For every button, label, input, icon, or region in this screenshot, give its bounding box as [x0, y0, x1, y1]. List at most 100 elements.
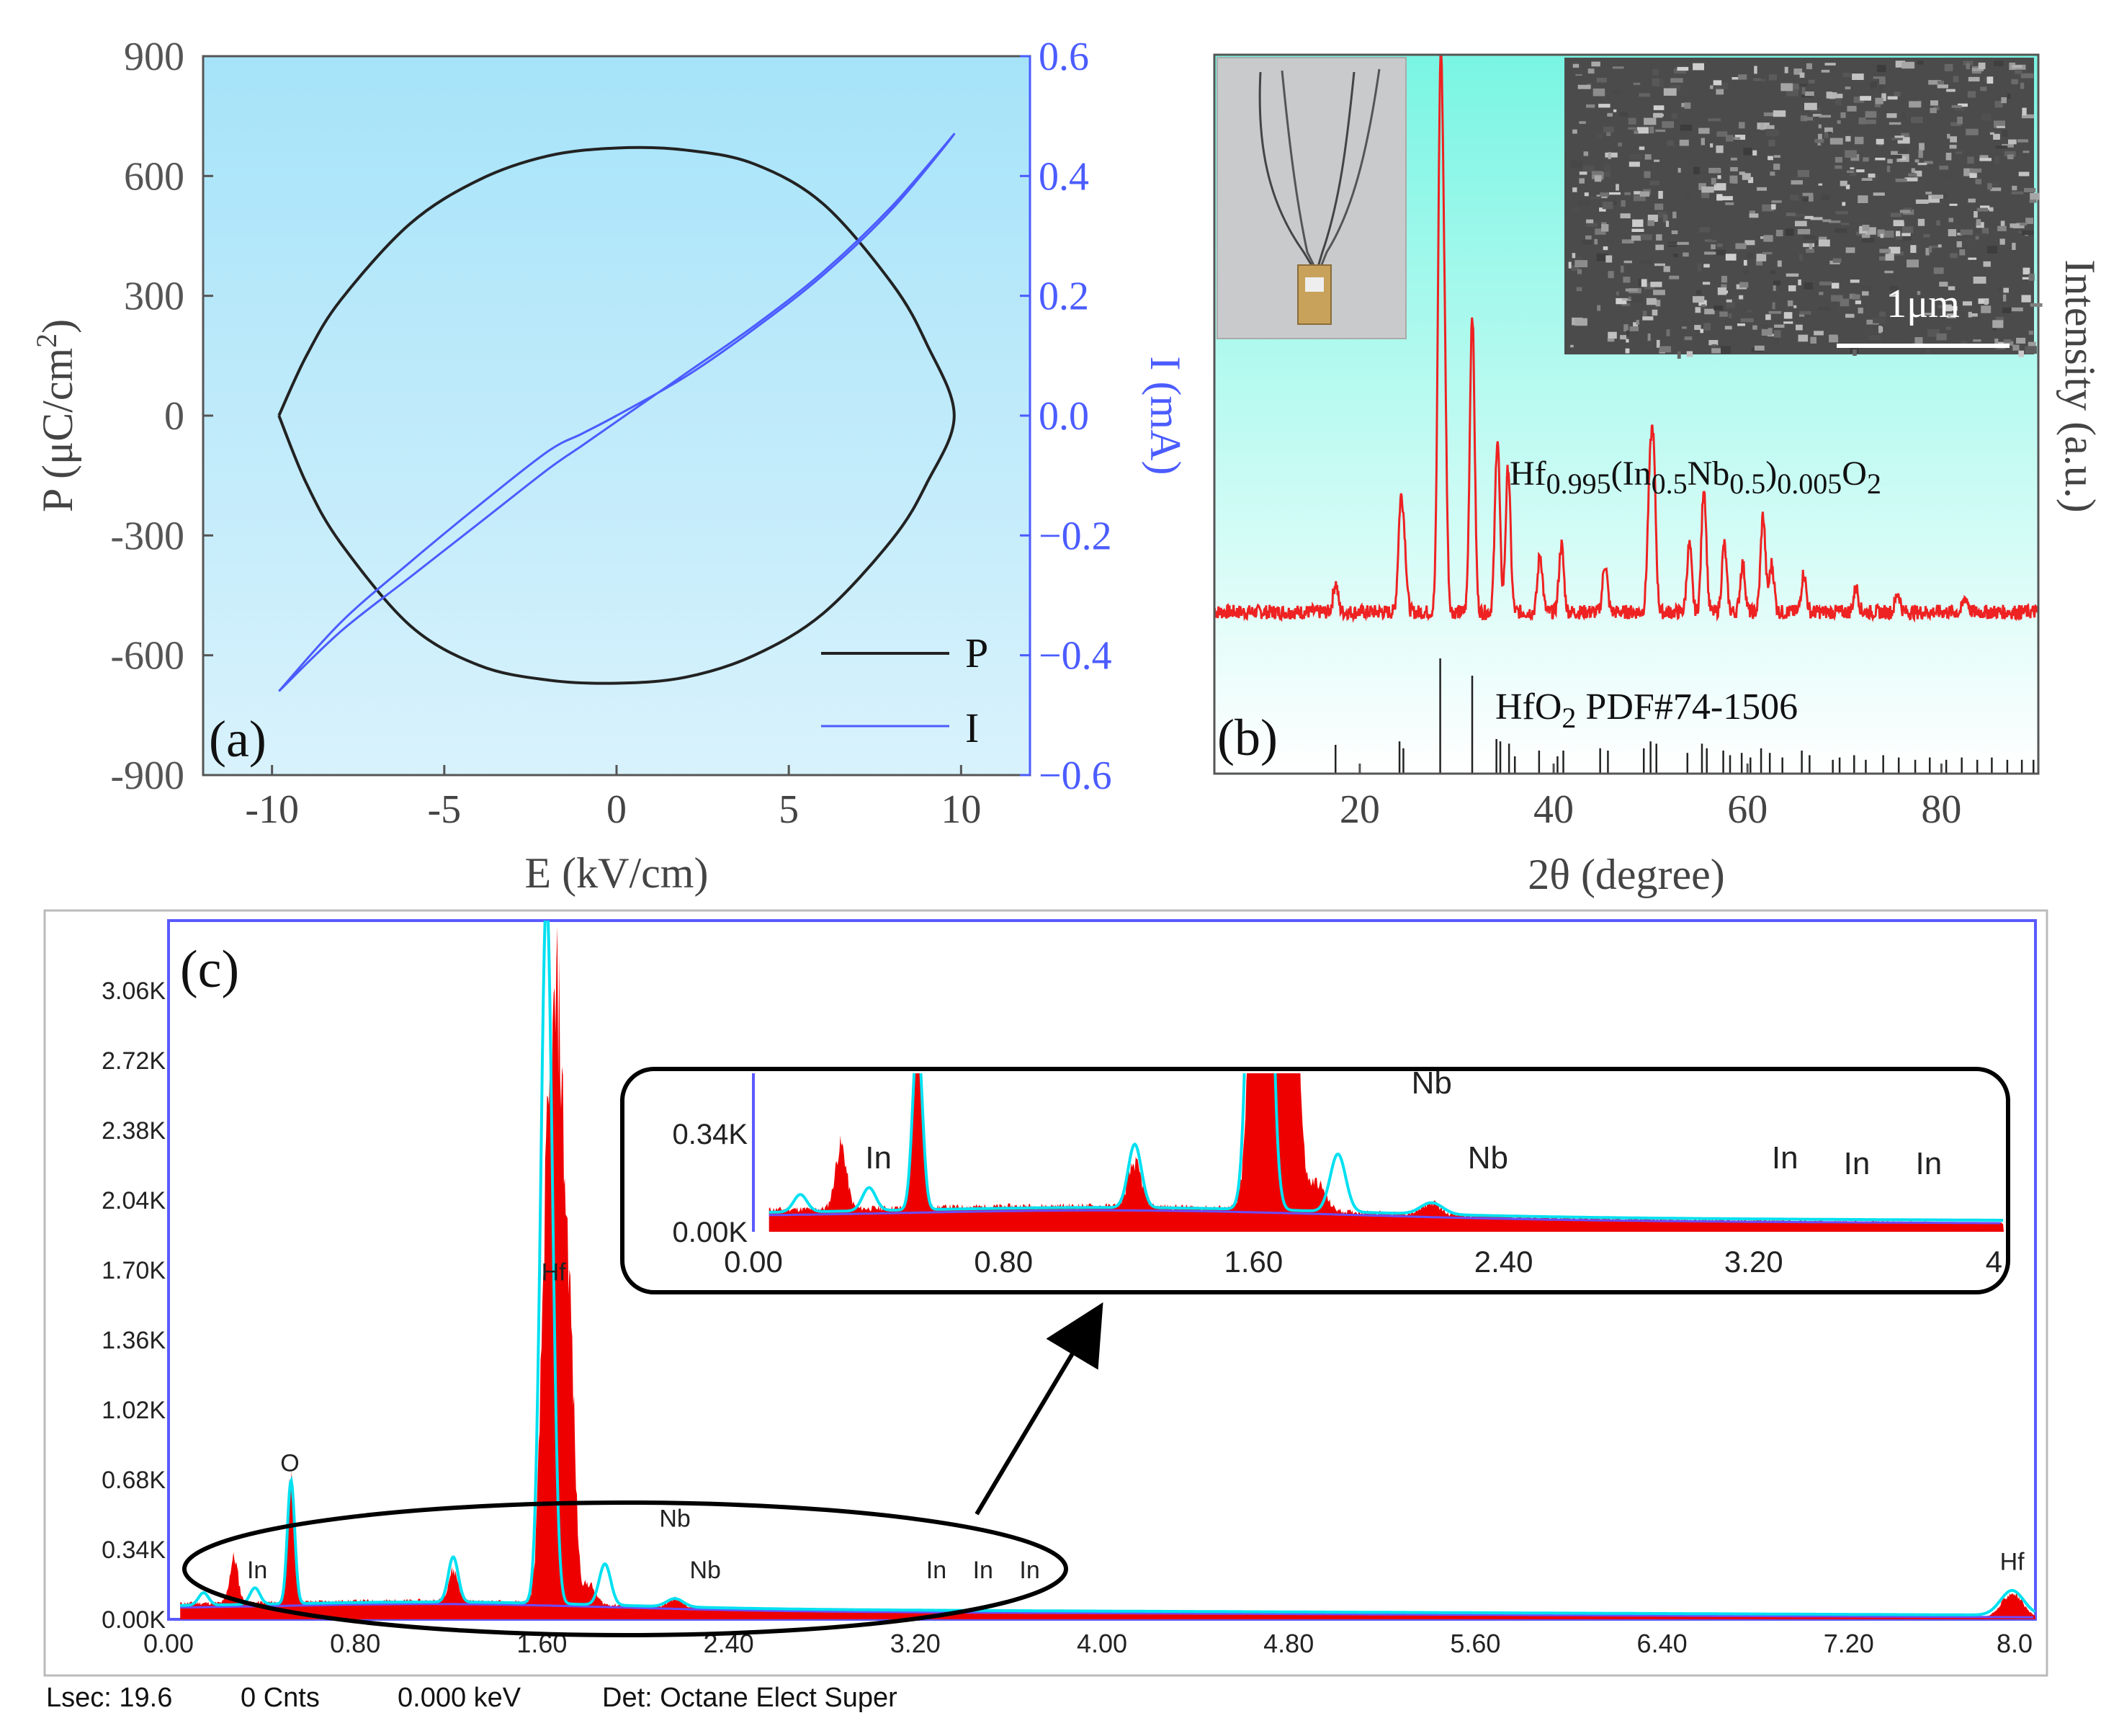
sem-grain — [2012, 243, 2016, 250]
sem-grain — [1827, 131, 1832, 135]
inset-x-tick-label: 0.00 — [724, 1245, 783, 1279]
sem-grain — [1729, 137, 1741, 140]
sem-grain — [1917, 61, 1924, 65]
sem-grain — [1818, 124, 1822, 129]
sem-grain — [2021, 114, 2035, 119]
sem-grain — [2020, 73, 2034, 79]
sem-grain — [1747, 253, 1754, 259]
sem-grain — [1799, 310, 1811, 315]
a-y-tick-label: 600 — [124, 154, 184, 199]
sem-grain — [1832, 258, 1842, 263]
sem-grain — [1721, 284, 1727, 289]
sem-grain — [1826, 91, 1832, 99]
sem-grain — [1819, 281, 1832, 286]
c-y-tick-label: 2.72K — [102, 1047, 166, 1075]
sem-grain — [1845, 184, 1850, 189]
sem-grain — [1646, 297, 1657, 305]
sem-grain — [1641, 279, 1647, 287]
sem-grain — [1744, 240, 1755, 246]
sem-grain — [1708, 118, 1721, 122]
sem-grain — [1917, 162, 1927, 166]
sem-grain — [1995, 316, 2004, 322]
panel-a-label: (a) — [209, 710, 266, 768]
sem-grain — [2000, 220, 2005, 228]
sem-grain — [1768, 140, 1775, 147]
sem-grain — [1649, 180, 1659, 186]
c-x-tick-label: 0.80 — [330, 1629, 380, 1658]
sem-grain — [1697, 264, 1702, 272]
sem-grain — [1748, 176, 1754, 184]
sem-grain — [1834, 156, 1842, 163]
sem-grain — [1896, 231, 1901, 236]
sem-grain — [1618, 142, 1623, 147]
sem-grain — [1891, 151, 1898, 158]
sem-grain — [1608, 331, 1617, 339]
sem-grain — [1983, 261, 1991, 267]
eds-fit-spectrum — [180, 921, 2035, 1616]
sem-grain — [1895, 178, 1907, 182]
sem-grain — [1840, 223, 1850, 225]
sem-grain — [1953, 76, 1959, 83]
sem-grain — [1775, 230, 1783, 237]
sem-grain — [1711, 348, 1721, 354]
sem-grain — [1901, 233, 1911, 236]
inset-peak-labels: In Nb Nb In In In — [865, 1065, 1942, 1181]
sem-grain — [1802, 192, 1814, 197]
sem-grain — [1793, 305, 1797, 308]
panel-c-x-ticks: 0.00 0.80 1.60 2.40 3.20 4.00 4.80 5.60 6.40 7.20… — [143, 1629, 2033, 1658]
sem-grain — [1704, 251, 1716, 255]
sem-grain — [1936, 334, 1947, 341]
sem-grain — [1901, 226, 1914, 233]
sem-grain — [1914, 170, 1922, 177]
sem-grain — [1993, 133, 2000, 140]
panel-b-ylabel: Intensity (a.u.) — [2056, 259, 2104, 513]
xrd-pattern — [1214, 55, 2038, 623]
c-x-tick-label: 8.0 — [1997, 1629, 2033, 1658]
sem-grain — [1584, 192, 1589, 197]
inset-x-tick-label: 0.80 — [974, 1245, 1033, 1279]
sem-grain — [1946, 313, 1956, 318]
sem-grain — [1711, 344, 1717, 347]
sem-grain — [1981, 305, 1992, 313]
sem-grain — [1842, 73, 1851, 78]
sem-grain — [1582, 165, 1595, 173]
sem-grain — [1818, 183, 1823, 186]
sem-grain — [1855, 169, 1865, 173]
sem-grain — [1925, 192, 1932, 194]
sem-grain — [1917, 291, 1921, 295]
sem-grain — [1799, 72, 1805, 78]
sem-grain — [1582, 239, 1592, 245]
sem-grain — [1684, 102, 1691, 109]
sem-grain — [1620, 213, 1631, 219]
sem-grain — [1895, 61, 1906, 68]
a-y-right-tick-label: 0.4 — [1039, 154, 1089, 199]
sem-grain — [1922, 313, 1933, 316]
sem-grain — [2011, 307, 2023, 312]
a-y-tick-label: -300 — [110, 514, 184, 558]
sem-grain — [1850, 279, 1860, 283]
sem-grain — [1944, 63, 1953, 71]
sem-grain — [1642, 310, 1647, 316]
inset-fit-spectrum — [769, 1073, 2004, 1222]
sem-grain — [1834, 165, 1842, 169]
sem-grain — [1968, 311, 1972, 318]
sem-grain — [1608, 271, 1614, 279]
sem-grain — [1865, 111, 1877, 118]
inset-y-ticks: 0.00K 0.34K — [672, 1119, 748, 1248]
sem-grain — [1773, 155, 1780, 158]
eds-background — [180, 1603, 2033, 1619]
sem-grain — [1976, 207, 1989, 212]
sem-grain — [1899, 210, 1911, 213]
sem-grain — [1574, 318, 1587, 326]
sem-grain — [1653, 112, 1663, 118]
sem-grain — [1877, 229, 1885, 237]
sem-grain — [1631, 295, 1644, 303]
inset-peak-label: In — [865, 1140, 892, 1176]
sem-grain — [1667, 243, 1678, 246]
sem-grain — [1655, 244, 1665, 251]
sem-grain — [1684, 336, 1693, 341]
sem-grain — [1996, 125, 2005, 128]
sem-grain — [1845, 135, 1851, 142]
sem-grain — [1631, 228, 1644, 232]
